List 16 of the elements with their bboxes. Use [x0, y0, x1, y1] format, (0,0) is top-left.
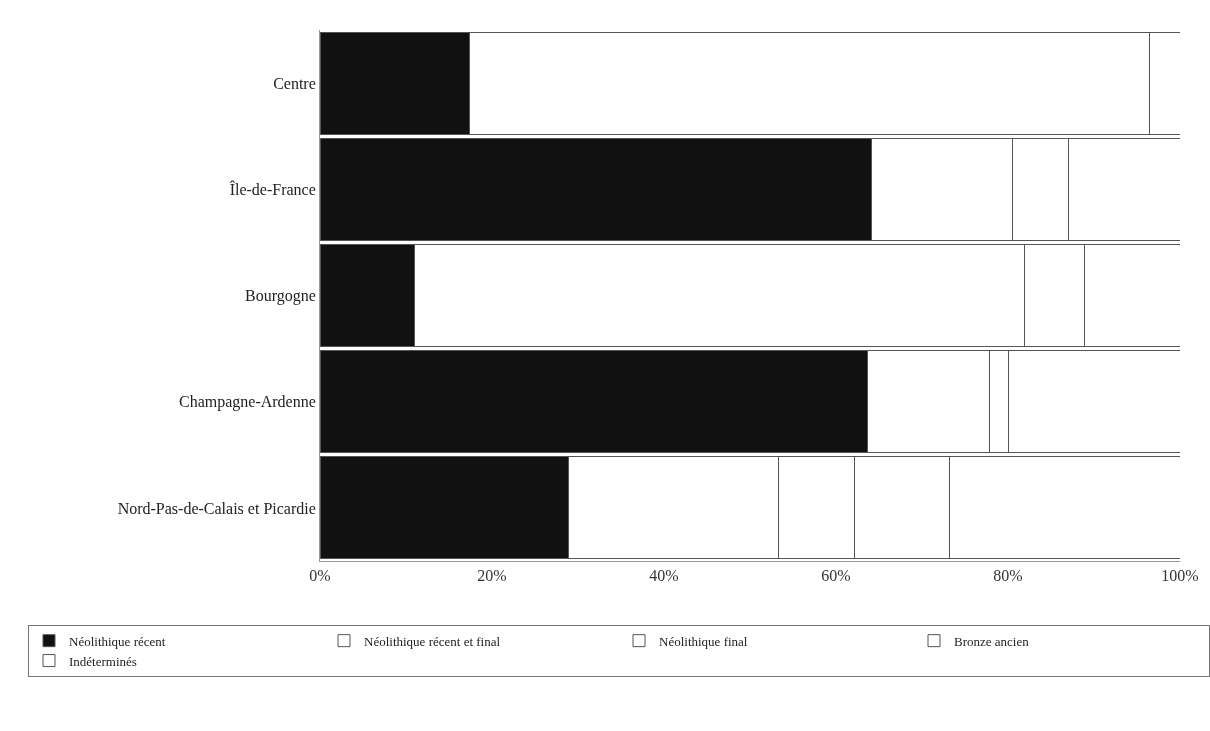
x-tick-label: 60%	[821, 567, 851, 585]
y-tick-label: Centre	[273, 74, 316, 92]
x-tick-label: 100%	[1161, 567, 1199, 585]
legend-label: Bronze ancien	[954, 633, 1030, 649]
y-tick-label: Île-de-France	[229, 179, 316, 198]
legend-label: Indéterminés	[69, 653, 137, 669]
y-tick-label: Bourgogne	[244, 287, 316, 306]
legend-label: Néolithique final	[659, 633, 748, 649]
legend-label: Néolithique récent	[69, 633, 166, 649]
x-tick-label: 40%	[649, 567, 679, 585]
y-tick-label: Nord-Pas-de-Calais et Picardie	[117, 499, 316, 517]
x-tick-label: 80%	[993, 567, 1023, 585]
x-tick-label: 0%	[309, 567, 331, 585]
legend-label: Néolithique récent et final	[364, 633, 501, 649]
x-tick-label: 20%	[477, 567, 507, 585]
y-tick-label: Champagne-Ardenne	[178, 393, 316, 412]
